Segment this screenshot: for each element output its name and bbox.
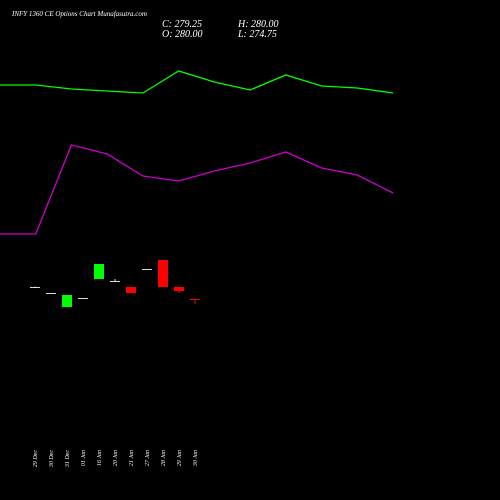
x-tick-label: 01 Jan bbox=[81, 450, 87, 466]
candle-body bbox=[78, 298, 88, 299]
x-tick-label: 20 Jan bbox=[113, 450, 119, 466]
low-label: L: 274.75 bbox=[237, 29, 277, 40]
candle-body bbox=[190, 299, 200, 300]
candle-body bbox=[110, 281, 120, 282]
x-tick-label: 21 Jan bbox=[129, 450, 135, 466]
candle-body bbox=[62, 295, 72, 307]
x-tick-label: 28 Jan bbox=[161, 450, 167, 466]
candle-body bbox=[126, 287, 136, 293]
high-label: H: 280.00 bbox=[237, 19, 279, 30]
x-tick-label: 31 Dec bbox=[65, 450, 71, 468]
line-series bbox=[0, 70, 394, 94]
x-tick-label: 27 Jan bbox=[145, 450, 151, 466]
chart-title: INFY 1360 CE Options Chart Munafasutra.c… bbox=[11, 10, 147, 18]
x-tick-label: 29 Jan bbox=[177, 450, 183, 466]
candle-body bbox=[142, 269, 152, 270]
candle-body bbox=[46, 293, 56, 294]
line-series bbox=[0, 144, 394, 235]
x-tick-label: 30 Dec bbox=[49, 450, 55, 468]
candle-body bbox=[30, 287, 40, 288]
candle-body bbox=[94, 264, 104, 279]
open-label: O: 280.00 bbox=[162, 29, 203, 40]
close-label: C: 279.25 bbox=[162, 19, 202, 30]
x-tick-label: 16 Jan bbox=[97, 450, 103, 466]
candle-body bbox=[174, 287, 184, 291]
x-tick-label: 30 Jan bbox=[193, 450, 199, 467]
x-tick-label: 29 Dec bbox=[33, 450, 39, 467]
candle-body bbox=[158, 260, 168, 287]
